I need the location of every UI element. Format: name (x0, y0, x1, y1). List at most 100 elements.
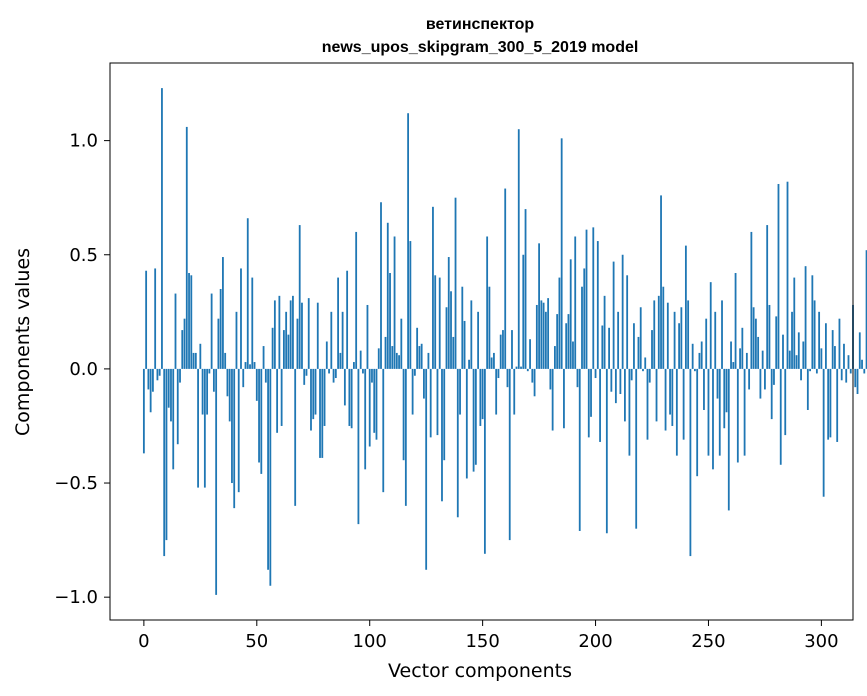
bar-44 (242, 368, 245, 388)
bar-140 (459, 368, 461, 415)
bar-129 (434, 275, 437, 369)
bar-303 (827, 368, 830, 440)
bar-19 (185, 126, 188, 369)
y-tick-label: 0.5 (69, 245, 98, 266)
bar-34 (219, 288, 222, 369)
bar-270 (752, 307, 755, 369)
bar-200 (594, 368, 597, 379)
bar-115 (402, 368, 405, 461)
bar-107 (384, 336, 387, 369)
bar-228 (657, 295, 660, 369)
bar-320 (865, 250, 867, 369)
bar-177 (542, 302, 545, 369)
x-tick-label: 150 (465, 631, 499, 652)
bar-273 (759, 368, 762, 399)
x-axis-label: Vector components (388, 660, 572, 682)
bar-150 (481, 368, 484, 420)
bar-25 (199, 343, 202, 369)
bar-197 (587, 368, 590, 438)
bar-124 (423, 368, 425, 399)
bar-40 (233, 368, 236, 509)
bar-69 (298, 225, 301, 369)
bar-63 (285, 311, 288, 369)
bar-184 (558, 277, 561, 369)
bar-278 (770, 368, 773, 420)
x-tick-label: 100 (353, 631, 387, 652)
bar-216 (630, 368, 633, 381)
bar-139 (456, 368, 459, 518)
bar-141 (461, 286, 464, 369)
bar-41 (235, 311, 238, 369)
bar-276 (766, 225, 769, 369)
bar-9 (163, 368, 166, 557)
bar-113 (398, 355, 400, 369)
bar-31 (212, 368, 215, 392)
bar-157 (497, 368, 500, 379)
x-tick-label: 300 (804, 631, 838, 652)
bar-180 (549, 368, 552, 390)
plot-frame (109, 62, 854, 621)
bar-97 (362, 368, 364, 374)
bar-37 (226, 368, 229, 397)
bar-147 (474, 368, 477, 465)
bar-243 (691, 343, 694, 369)
bar-312 (847, 355, 850, 369)
bar-293 (804, 266, 807, 369)
bar-218 (635, 368, 638, 529)
bar-62 (282, 330, 285, 369)
bar-119 (411, 368, 414, 415)
bar-123 (420, 343, 423, 369)
y-tick-label: 1.0 (69, 131, 98, 152)
bar-84 (332, 368, 335, 383)
bar-133 (443, 368, 446, 461)
bar-137 (452, 336, 455, 369)
bar-122 (418, 346, 421, 369)
bar-189 (569, 259, 572, 369)
bar-190 (572, 341, 574, 369)
bar-290 (797, 332, 800, 369)
bar-244 (694, 368, 696, 372)
bar-49 (253, 362, 256, 369)
bar-2 (147, 368, 150, 390)
bar-178 (544, 311, 547, 369)
bar-168 (522, 254, 525, 369)
bar-251 (709, 282, 712, 369)
bar-154 (490, 357, 493, 369)
bar-170 (526, 368, 529, 372)
bar-235 (673, 311, 676, 369)
bar-71 (303, 368, 306, 385)
bar-155 (493, 352, 495, 369)
bar-259 (727, 368, 730, 511)
bar-47 (249, 364, 251, 369)
bar-135 (447, 257, 450, 369)
bar-176 (540, 300, 543, 369)
bar-83 (330, 311, 333, 369)
bars-group (142, 88, 867, 595)
bar-78 (319, 368, 321, 458)
bar-237 (678, 323, 681, 369)
bar-10 (165, 368, 168, 541)
bar-151 (483, 368, 486, 554)
bar-11 (167, 368, 170, 408)
y-tick-label: −1.0 (54, 587, 98, 608)
bar-77 (316, 302, 319, 369)
bar-121 (416, 327, 419, 369)
bar-260 (730, 341, 732, 369)
bar-165 (515, 366, 518, 369)
bar-166 (517, 129, 520, 369)
bar-289 (795, 355, 798, 369)
bar-143 (465, 368, 468, 479)
bar-156 (495, 368, 498, 415)
bar-185 (560, 138, 563, 369)
bar-214 (626, 275, 629, 369)
bar-217 (633, 323, 635, 369)
bar-242 (689, 368, 692, 557)
bar-318 (861, 359, 863, 369)
bar-4 (152, 368, 154, 392)
bar-258 (725, 368, 728, 413)
bar-261 (732, 362, 735, 369)
bar-50 (255, 368, 258, 401)
bar-39 (231, 368, 233, 484)
bar-132 (441, 368, 443, 502)
